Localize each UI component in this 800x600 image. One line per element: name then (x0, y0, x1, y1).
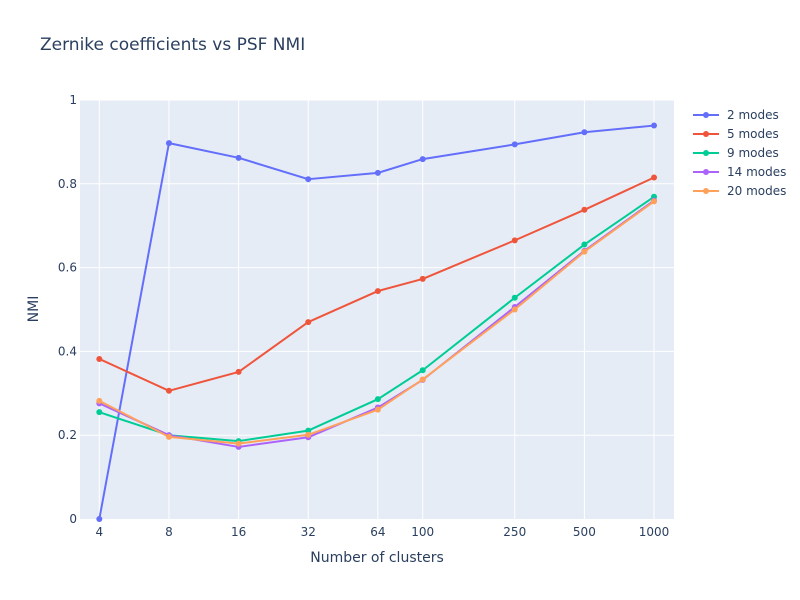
data-point (581, 129, 588, 136)
plot-area (80, 100, 674, 519)
data-point (305, 431, 312, 438)
data-point (511, 294, 518, 301)
legend-marker (703, 131, 709, 137)
data-point (581, 248, 588, 255)
data-point (96, 355, 103, 362)
data-point (374, 169, 381, 176)
data-point (235, 440, 242, 447)
data-point (165, 387, 172, 394)
data-point (419, 367, 426, 374)
x-tick-label: 250 (503, 525, 526, 539)
x-tick-label: 16 (231, 525, 246, 539)
y-tick-label: 0 (69, 512, 77, 526)
data-point (305, 319, 312, 326)
y-tick-labels: 0 0.2 0.4 0.6 0.8 1 (58, 93, 77, 526)
y-gridlines (80, 99, 674, 436)
x-tick-label: 500 (573, 525, 596, 539)
x-tick-label: 64 (370, 525, 385, 539)
data-point (165, 140, 172, 147)
data-point (419, 156, 426, 163)
x-tick-labels: 4 8 16 32 64 100 250 500 1000 (96, 525, 670, 539)
x-tick-label: 1000 (639, 525, 670, 539)
data-point (96, 409, 103, 416)
data-point (374, 288, 381, 295)
legend-label: 14 modes (727, 165, 786, 179)
data-point (96, 516, 103, 522)
data-point (419, 376, 426, 383)
legend-item[interactable]: 9 modes (693, 146, 779, 160)
legend-item[interactable]: 14 modes (693, 165, 786, 179)
y-tick-label: 1 (69, 93, 77, 107)
data-point (419, 275, 426, 282)
legend-item[interactable]: 5 modes (693, 127, 779, 141)
series-5-modes (96, 174, 658, 394)
data-point (651, 174, 658, 181)
y-axis-label: NMI (26, 296, 42, 323)
series-20-modes (96, 198, 658, 447)
y-tick-label: 0.8 (58, 177, 77, 191)
x-tick-label: 100 (411, 525, 434, 539)
data-point (235, 154, 242, 161)
data-point (511, 141, 518, 148)
legend-label: 20 modes (727, 184, 786, 198)
y-tick-label: 0.4 (58, 344, 77, 358)
legend-label: 5 modes (727, 127, 779, 141)
chart-title: Zernike coefficients vs PSF NMI (40, 35, 305, 55)
legend[interactable]: 2 modes 5 modes 9 modes 14 modes 20 modes (693, 108, 786, 198)
data-point (374, 406, 381, 413)
data-point (581, 241, 588, 248)
data-point (511, 237, 518, 244)
data-point (305, 427, 312, 434)
series-layer (96, 122, 658, 522)
legend-marker (703, 188, 709, 194)
data-point (305, 176, 312, 183)
legend-label: 9 modes (727, 146, 779, 160)
data-point (651, 198, 658, 205)
series-2-modes (96, 122, 658, 522)
legend-label: 2 modes (727, 108, 779, 122)
x-tick-label: 4 (96, 525, 104, 539)
data-point (581, 206, 588, 213)
data-point (651, 122, 658, 129)
x-axis-label: Number of clusters (310, 550, 444, 566)
x-tick-label: 8 (165, 525, 173, 539)
x-tick-label: 32 (301, 525, 316, 539)
legend-marker (703, 150, 709, 156)
data-point (235, 368, 242, 375)
y-tick-label: 0.6 (58, 261, 77, 275)
data-point (165, 433, 172, 440)
data-point (374, 396, 381, 403)
legend-marker (703, 169, 709, 175)
data-point (511, 306, 518, 313)
legend-item[interactable]: 20 modes (693, 184, 786, 198)
legend-marker (703, 112, 709, 118)
legend-item[interactable]: 2 modes (693, 108, 779, 122)
data-point (96, 397, 103, 404)
y-tick-label: 0.2 (58, 428, 77, 442)
